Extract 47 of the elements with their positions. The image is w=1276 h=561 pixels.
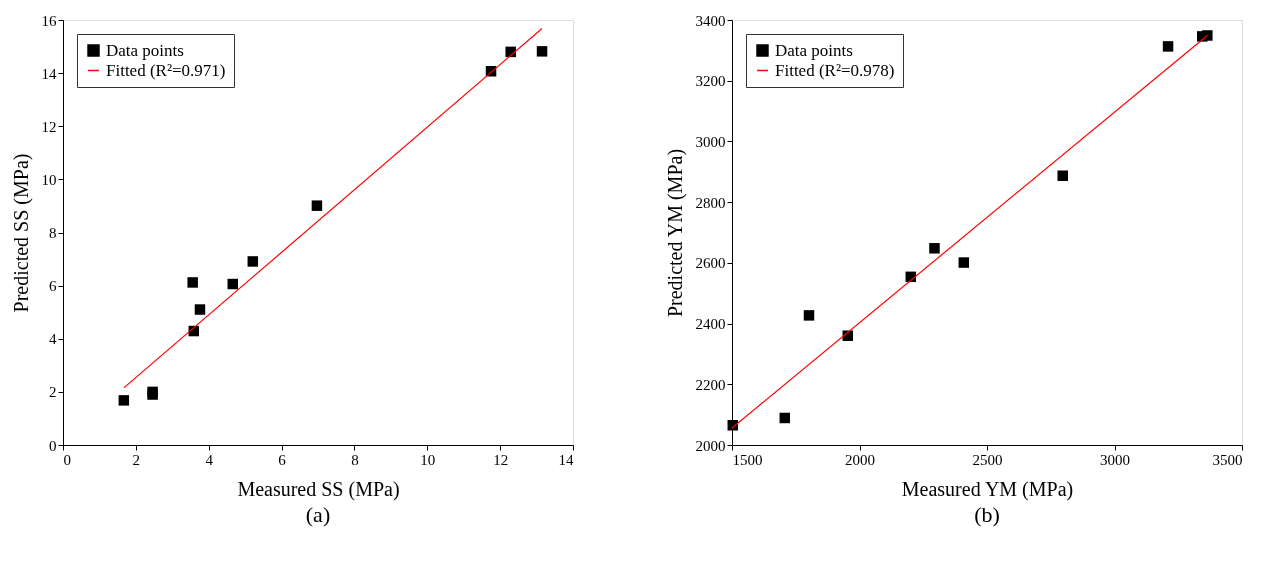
x-tick-label: 8: [351, 451, 359, 468]
point: [247, 256, 259, 267]
y-tick-label: 0: [49, 437, 57, 454]
y-tick-label: 2: [49, 384, 57, 401]
point: [194, 304, 206, 315]
x-axis-title: Measured YM (MPa): [901, 477, 1074, 501]
x-tick-label: 0: [63, 451, 71, 468]
point: [118, 395, 130, 406]
y-tick-label: 2800: [695, 194, 726, 211]
point: [187, 277, 198, 288]
legend-label: Data points: [775, 40, 853, 60]
y-tick-label: 14: [41, 65, 57, 82]
point: [311, 200, 323, 211]
x-tick-label: 14: [558, 451, 574, 468]
y-tick-label: 6: [49, 278, 57, 295]
y-tick-label: 2000: [695, 437, 726, 454]
x-tick-label: 3500: [1212, 451, 1243, 468]
x-tick-label: 2: [132, 451, 141, 468]
y-tick-label: 2200: [695, 376, 726, 393]
point: [536, 46, 548, 57]
text: (a): [305, 502, 331, 527]
x-tick-label: 6: [278, 451, 287, 468]
x-axis-title: Measured SS (MPa): [237, 477, 400, 501]
legend-label: Fitted (R²=0.971): [106, 60, 226, 80]
y-tick-label: 16: [41, 12, 57, 29]
y-tick-label: 3200: [695, 73, 726, 90]
y-tick-label: 2600: [695, 255, 726, 272]
legend-label: Data points: [106, 40, 184, 60]
x-tick-label: 10: [420, 451, 436, 468]
x-tick-label: 2000: [845, 451, 875, 468]
y-tick-label: 10: [41, 171, 57, 188]
point: [227, 278, 238, 290]
x-tick-label: 1500: [732, 451, 763, 468]
y-axis-title: Predicted YM (MPa): [663, 148, 687, 318]
y-axis-title: Predicted SS (MPa): [9, 153, 33, 313]
x-tick-label: 4: [205, 451, 214, 468]
x-tick-label: 12: [493, 451, 509, 468]
y-tick-label: 3000: [695, 133, 726, 150]
y-tick-label: 2400: [695, 316, 726, 333]
y-tick-label: 8: [49, 225, 57, 241]
x-tick-label: 3000: [1100, 451, 1130, 468]
x-tick-label: 2500: [972, 451, 1003, 468]
y-tick-label: 12: [41, 118, 57, 135]
y-tick-label: 3400: [695, 12, 726, 29]
text: (b): [974, 502, 1000, 527]
legend-label: Fitted (R²=0.978): [775, 60, 895, 80]
y-tick-label: 4: [49, 331, 57, 348]
